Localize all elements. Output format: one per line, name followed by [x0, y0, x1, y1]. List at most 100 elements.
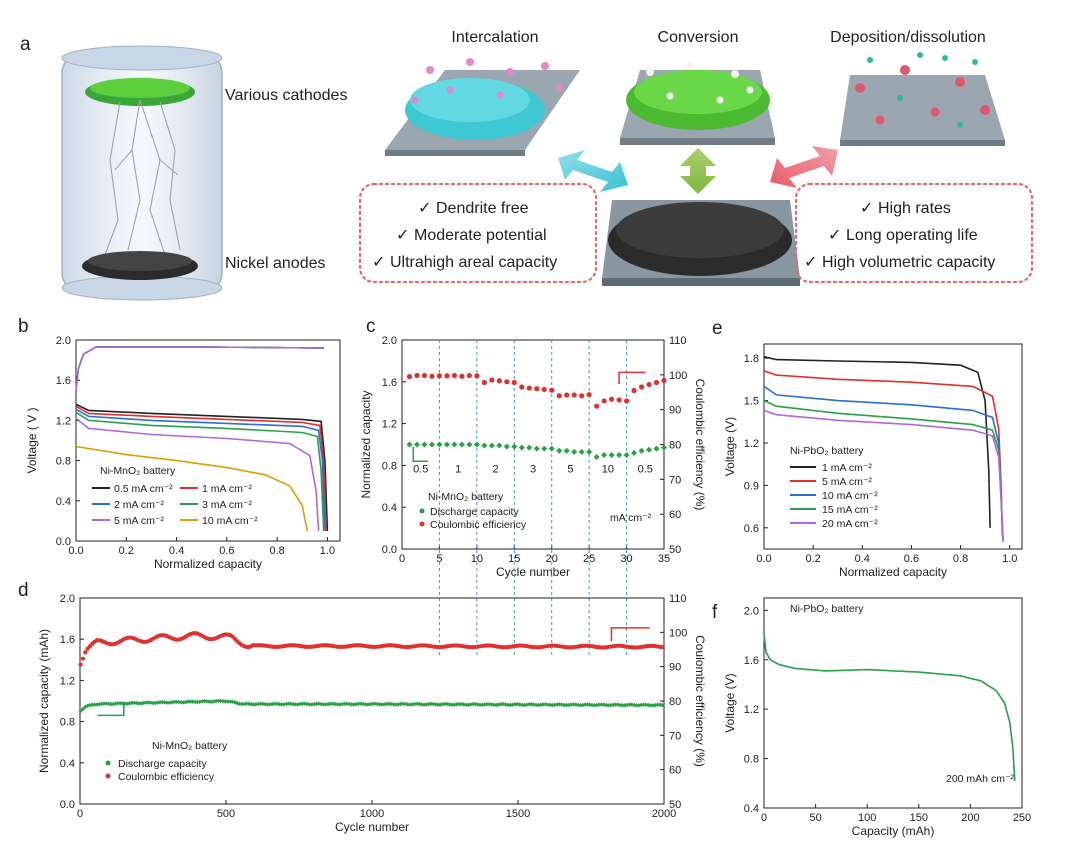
y-axis-title: Voltage (V) [723, 417, 737, 476]
nickel-anode-illustration [602, 200, 800, 286]
y2-tick-label: 90 [669, 405, 681, 417]
discharge-axis-pointer-icon [412, 446, 429, 462]
discharge-point [326, 701, 331, 707]
efficiency-point [459, 373, 465, 379]
discharge-point [286, 701, 291, 706]
discharge-point [519, 702, 525, 708]
discharge-point [197, 699, 202, 704]
discharge-curve [763, 399, 1004, 542]
discharge-point [436, 441, 443, 448]
legend-marker [419, 521, 425, 527]
efficiency-point [541, 386, 547, 393]
discharge-point [160, 699, 165, 705]
discharge-point [443, 441, 450, 448]
advantage-moderate-potential: Moderate potential [414, 227, 547, 244]
discharge-point [596, 702, 602, 707]
y-tick-label: 0.0 [56, 536, 71, 548]
discharge-point [545, 702, 550, 707]
efficiency-point [436, 373, 443, 379]
legend-label: 5 mA cm⁻² [114, 515, 164, 527]
x-tick-label: 500 [217, 808, 235, 820]
discharge-point [571, 448, 578, 455]
discharge-point [508, 702, 513, 708]
discharge-point [466, 441, 473, 448]
chart-annotation: Ni-PbO₂ battery [790, 445, 864, 457]
x-tick-label: 0 [761, 812, 767, 824]
efficiency-point [631, 387, 637, 394]
discharge-point [94, 702, 100, 707]
y2-tick-label: 80 [669, 440, 681, 452]
discharge-point [258, 701, 263, 706]
discharge-point [407, 702, 413, 707]
discharge-point [428, 701, 434, 707]
plot-frame [763, 597, 1023, 809]
discharge-point [370, 701, 375, 707]
y-tick-label: 0.8 [744, 754, 759, 766]
discharge-point [522, 702, 527, 708]
y-tick-label: 1.2 [56, 415, 71, 427]
discharge-point [559, 702, 564, 707]
x-axis-title: Normalized capacity [154, 557, 262, 571]
legend-label: 20 mA cm⁻² [822, 518, 878, 530]
x-tick-label: 250 [1013, 812, 1031, 824]
discharge-point [442, 701, 448, 707]
discharge-point [393, 702, 399, 707]
rate-label: 0.5 [638, 464, 653, 476]
x-tick-label: 0.0 [68, 545, 83, 557]
x-axis-title: Cycle number [335, 820, 409, 834]
discharge-point [563, 447, 570, 454]
discharge-point [176, 699, 181, 705]
discharge-point [146, 700, 151, 705]
legend-label: 1 mA cm⁻² [822, 462, 872, 474]
x-tick-label: 0.4 [169, 545, 184, 557]
discharge-point [601, 702, 607, 707]
discharge-point [307, 702, 312, 707]
x-tick-label: 50 [809, 812, 821, 824]
efficiency-point [661, 377, 667, 384]
advantage-dendrite-free: Dendrite free [436, 200, 529, 217]
discharge-point [356, 701, 361, 707]
y2-axis-title: Coulombic efficiency (%) [693, 635, 707, 767]
discharge-curve [75, 417, 320, 532]
discharge-point [188, 699, 193, 704]
rate-label: 10 [602, 464, 614, 476]
discharge-point [601, 451, 608, 458]
discharge-point [451, 441, 458, 448]
discharge-point [321, 702, 326, 707]
discharge-point [281, 702, 287, 707]
discharge-point [204, 699, 209, 704]
legend-label: 0.5 mA cm⁻² [114, 483, 173, 495]
discharge-point [318, 701, 324, 707]
rate-label: 0.5 [413, 464, 428, 476]
discharge-point [302, 701, 308, 706]
rate-label: 2 [493, 464, 499, 476]
discharge-point [92, 702, 97, 707]
chart-annotation: Ni-MnO₂ battery [100, 465, 176, 477]
discharge-point [463, 702, 469, 707]
efficiency-axis-pointer-icon [618, 371, 646, 384]
discharge-point [620, 703, 625, 708]
discharge-point [655, 702, 660, 707]
y-axis-title: Voltage ( V ) [25, 407, 39, 473]
discharge-point [540, 702, 546, 707]
discharge-curve [763, 635, 1016, 781]
discharge-point [246, 701, 251, 707]
legend-label: Coulombic efficiency [118, 771, 215, 783]
discharge-point [391, 702, 396, 707]
efficiency-point [549, 387, 555, 393]
legend-label: 10 mA cm⁻² [202, 515, 258, 527]
discharge-point [351, 702, 357, 707]
discharge-curve [75, 403, 329, 532]
efficiency-point [564, 392, 570, 398]
discharge-point [421, 702, 427, 707]
efficiency-point [78, 662, 83, 667]
discharge-point [288, 701, 294, 706]
discharge-curve [75, 408, 326, 532]
discharge-point [384, 701, 389, 707]
discharge-point [375, 701, 380, 707]
efficiency-axis-pointer-icon [610, 627, 650, 642]
plot-frame [763, 343, 1023, 550]
discharge-point [454, 702, 459, 707]
rate-label: 5 [567, 464, 573, 476]
